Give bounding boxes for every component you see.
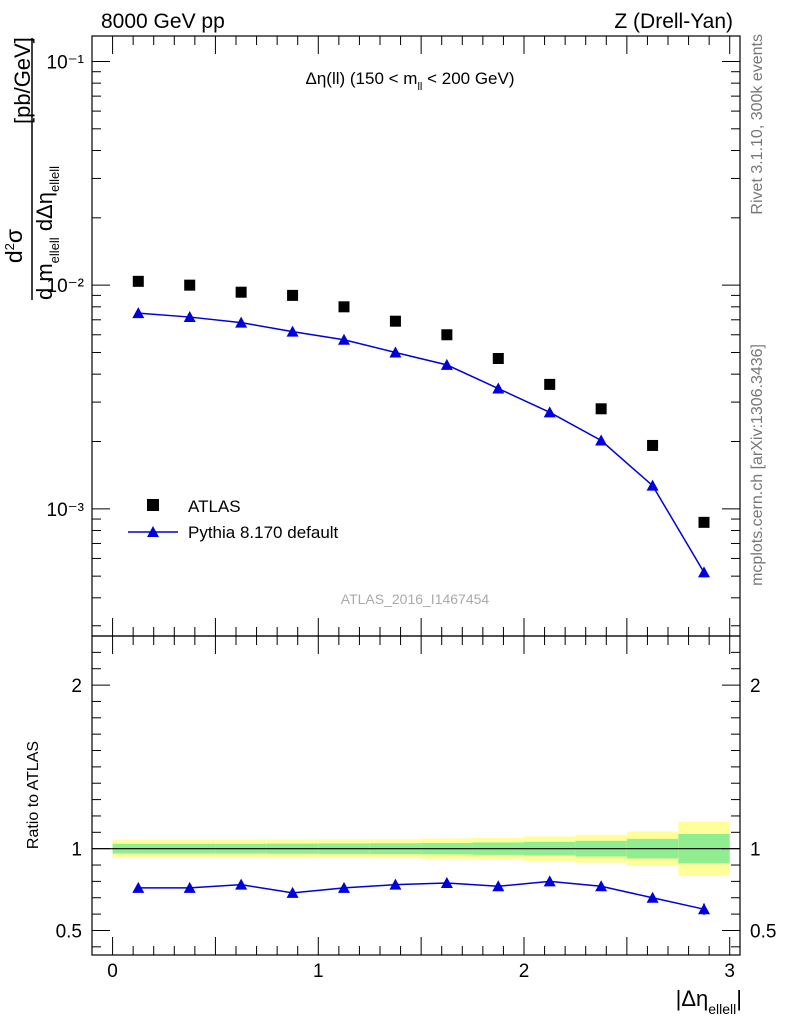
atlas-point [338,301,350,313]
header-right: Z (Drell-Yan) [614,10,733,33]
main-y-axis-label: d2σ d mellell dΔηellell [pb/GeV] [1,37,62,300]
pythia-point [183,311,196,323]
ratio-pythia-line [138,880,705,910]
legend-pythia-label: Pythia 8.170 default [188,523,339,542]
legend-atlas-marker [147,499,159,511]
ratio-pythia-point [286,886,299,898]
ratio-pythia-point [595,880,608,892]
ratio-y-tick-label-right: 2 [750,676,761,697]
ylabel-numerator: d2σ [1,229,27,263]
ratio-pythia-point [389,878,402,890]
x-tick-label: 0 [107,961,118,982]
mcplots-label: mcplots.cern.ch [arXiv:1306.3436] [749,344,766,586]
x-axis-label: |Δηellell| [676,986,742,1017]
pythia-point [235,316,248,328]
ratio-y-tick-label: 1 [71,840,82,861]
pythia-point [646,479,659,491]
main-y-tick-label: 10⁻³ [47,500,85,521]
atlas-point [595,403,607,415]
atlas-point [287,289,299,301]
ratio-pythia-point [183,881,196,893]
header-left: 8000 GeV pp [101,10,225,33]
analysis-watermark: ATLAS_2016_I1467454 [341,591,490,607]
x-tick-label: 3 [724,961,735,982]
pythia-point [286,325,299,337]
ratio-pythia-point [543,875,556,887]
title-part-1: Δη(ll) (150 < m [305,69,417,88]
pythia-point [132,307,145,319]
title-sub: ll [417,81,422,93]
pythia-point [595,434,608,446]
pythia-point [698,566,710,578]
ylabel-denominator: d mellell dΔηellell [32,166,62,300]
main-frame-border [91,35,741,637]
legend-pythia-marker [147,526,159,537]
ratio-y-tick-label-right: 0.5 [750,921,776,942]
atlas-point [647,439,659,451]
rivet-label: Rivet 3.1.10, 300k events [749,34,766,215]
ratio-y-tick-label: 0.5 [56,921,82,942]
pythia-point [492,382,505,394]
ratio-y-tick-label-right: 1 [750,840,761,861]
x-tick-label: 2 [519,961,530,982]
ratio-pythia-point [132,881,145,893]
atlas-point [441,329,453,341]
ylabel-units: [pb/GeV] [10,37,35,124]
ratio-panel [91,635,741,956]
main-y-tick-label: 10⁻² [47,276,85,297]
pythia-point [440,358,453,370]
legend: ATLAS Pythia 8.170 default [128,497,339,542]
ratio-pythia-point [440,877,453,889]
pythia-point [543,406,556,418]
atlas-point [698,516,710,528]
ratio-y-axis-label: Ratio to ATLAS [25,741,42,849]
atlas-point [492,352,504,364]
legend-atlas-label: ATLAS [188,497,241,516]
atlas-point [132,275,144,287]
title-part-2: < 200 GeV) [422,69,514,88]
main-axis-ticks: 10⁻³ 10⁻² 10⁻¹ [47,36,740,636]
main-chart-title: Δη(ll) (150 < mll < 200 GeV) [305,69,514,93]
ratio-pythia-point [492,880,505,892]
ratio-y-tick-label: 2 [71,676,82,697]
ratio-data-layer [132,875,710,915]
x-tick-label: 1 [313,961,324,982]
pythia-line [138,312,705,573]
ratio-pythia-point [646,891,659,903]
main-y-tick-label: 10⁻¹ [47,52,85,73]
main-panel [91,35,741,637]
main-data-layer [132,275,710,578]
pythia-point [338,333,350,345]
ratio-frame-border [91,635,741,956]
atlas-point [544,378,556,390]
pythia-point [389,346,402,358]
ratio-axis-ticks: 0.5 0.5 1 1 2 2 0 1 2 3 [56,636,776,982]
atlas-point [184,279,196,291]
atlas-point [235,286,247,298]
ratio-pythia-point [698,903,710,915]
atlas-point [389,315,401,327]
ratio-pythia-point [338,881,350,893]
ratio-pythia-point [235,878,248,890]
